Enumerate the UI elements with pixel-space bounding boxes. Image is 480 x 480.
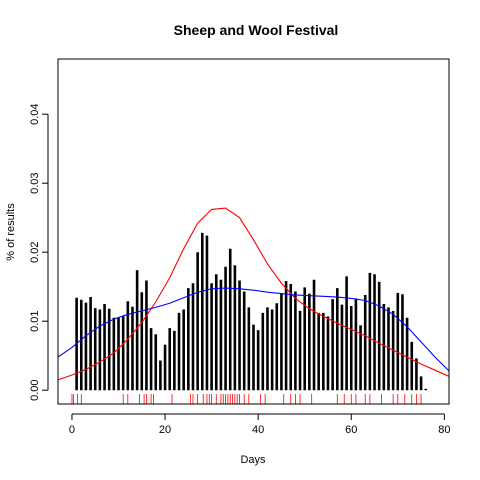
x-tick-label: 40: [252, 424, 264, 436]
y-tick-label: 0.04: [29, 103, 41, 124]
y-axis-label: % of results: [5, 203, 17, 261]
rug: [72, 394, 421, 404]
x-axis: 0 20 40 60 80: [69, 414, 451, 436]
x-tick-label: 20: [159, 424, 171, 436]
x-tick-label: 60: [345, 424, 357, 436]
x-axis-label: Days: [240, 454, 266, 466]
x-tick-label: 80: [438, 424, 450, 436]
bars: [77, 233, 426, 390]
y-tick-label: 0.00: [29, 379, 41, 400]
x-tick-label: 0: [69, 424, 75, 436]
y-tick-label: 0.03: [29, 172, 41, 193]
chart-title: Sheep and Wool Festival: [174, 22, 339, 38]
y-tick-label: 0.01: [29, 310, 41, 331]
y-axis: 0.00 0.01 0.02 0.03 0.04: [29, 103, 48, 400]
y-tick-label: 0.02: [29, 241, 41, 262]
